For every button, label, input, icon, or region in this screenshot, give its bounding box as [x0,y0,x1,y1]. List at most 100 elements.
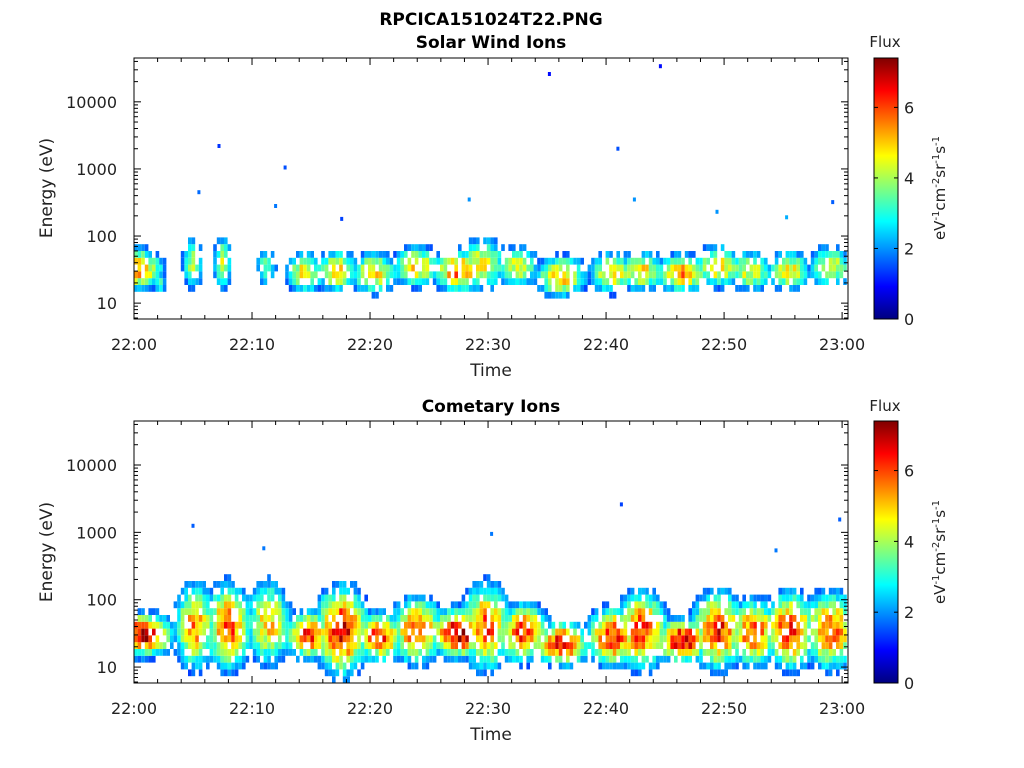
heatmap-cell [134,621,138,629]
heatmap-cell [616,251,620,258]
heatmap-cell [371,642,376,649]
heatmap-cell [458,621,462,629]
heatmap-cell [245,655,250,663]
heatmap-cell [148,251,152,258]
heatmap-cell [792,615,797,622]
heatmap-cell [555,257,559,265]
heatmap-cell [486,655,491,663]
heatmap-cell [368,615,372,622]
heatmap-cell [839,594,844,602]
heatmap-cell [627,662,631,670]
heatmap-cell [468,257,473,265]
heatmap-cell [724,655,728,663]
heatmap-cell [656,278,660,285]
x-axis-ticks: 22:00 22:10 22:20 22:30 22:40 22:50 23:00 [111,421,865,718]
heatmap-cell [803,257,808,265]
heatmap-cell [695,271,700,279]
heatmap-cell [191,649,196,656]
heatmap-cell [162,642,167,649]
heatmap-cell [350,642,354,649]
heatmap-cell [558,278,563,285]
heatmap-cell [155,285,160,292]
heatmap-cell [296,271,300,279]
x-tick-label: 22:00 [111,699,157,718]
heatmap-cell [206,608,210,615]
heatmap-cell [306,257,311,265]
heatmap-cell [188,251,192,258]
heatmap-cell [584,271,588,279]
heatmap-cell [267,628,271,636]
heatmap-cell [278,628,282,636]
heatmap-cell [267,594,271,602]
heatmap-cell [832,264,836,272]
heatmap-cell [796,285,800,292]
heatmap-cell [288,642,293,649]
heatmap-cell [324,587,329,595]
heatmap-cell [386,271,390,279]
heatmap-cell [378,615,383,622]
heatmap-cell [742,257,746,265]
heatmap-cell [728,257,732,265]
heatmap-cell [803,601,808,609]
heatmap-cell [364,285,368,292]
heatmap-cell [677,642,682,649]
heatmap-cell [558,291,563,299]
heatmap-cell [504,649,509,656]
heatmap-cell [749,642,754,649]
heatmap-cell [652,285,656,292]
heatmap-cell [227,587,232,595]
heatmap-cell [141,615,145,622]
heatmap-cell [504,278,509,285]
heatmap-cell [746,621,750,629]
heatmap-cell [220,642,224,649]
heatmap-cell [735,628,739,636]
heatmap-cell [209,608,214,615]
heatmap-cell [663,628,667,636]
heatmap-cell [558,635,563,643]
heatmap-cell [184,257,188,265]
heatmap-cell [728,635,732,643]
heatmap-cell [144,264,149,272]
heatmap-cell [630,628,635,636]
heatmap-cell [818,601,822,609]
heatmap-cell [299,608,304,615]
heatmap-cell [224,278,228,285]
heatmap-cell [148,635,152,643]
heatmap-cell [792,628,797,636]
heatmap-cell [303,649,307,656]
heatmap-cell [512,608,516,615]
heatmap-cell [267,574,271,581]
heatmap-cell [713,655,718,663]
heatmap-cell [180,662,185,670]
heatmap-cell [490,642,494,649]
heatmap-cell [350,649,354,656]
heatmap-cell [839,587,844,595]
heatmap-cell [681,621,685,629]
heatmap-cell [483,574,487,581]
heatmap-cell [479,257,484,265]
heatmap-cell [396,608,401,615]
heatmap-cell [278,655,282,663]
heatmap-cell [490,635,494,643]
heatmap-cell [555,655,559,663]
heatmap-cell [443,615,448,622]
heatmap-cell [454,621,458,629]
heatmap-cell [605,621,610,629]
heatmap-cell [720,278,725,285]
heatmap-cell [490,649,494,656]
heatmap-cell [447,285,451,292]
heatmap-cell [778,264,782,272]
heatmap-cell [659,264,664,272]
heatmap-cell [540,257,545,265]
heatmap-cell [569,257,574,265]
heatmap-cell [389,642,394,649]
heatmap-cell [357,278,361,285]
heatmap-cell [551,271,556,279]
heatmap-cell [692,278,696,285]
heatmap-cell [828,662,833,670]
heatmap-cell [184,264,188,272]
heatmap-cell [612,635,617,643]
heatmap-cell [263,615,268,622]
heatmap-cell [468,285,473,292]
heatmap-cell [501,649,505,656]
